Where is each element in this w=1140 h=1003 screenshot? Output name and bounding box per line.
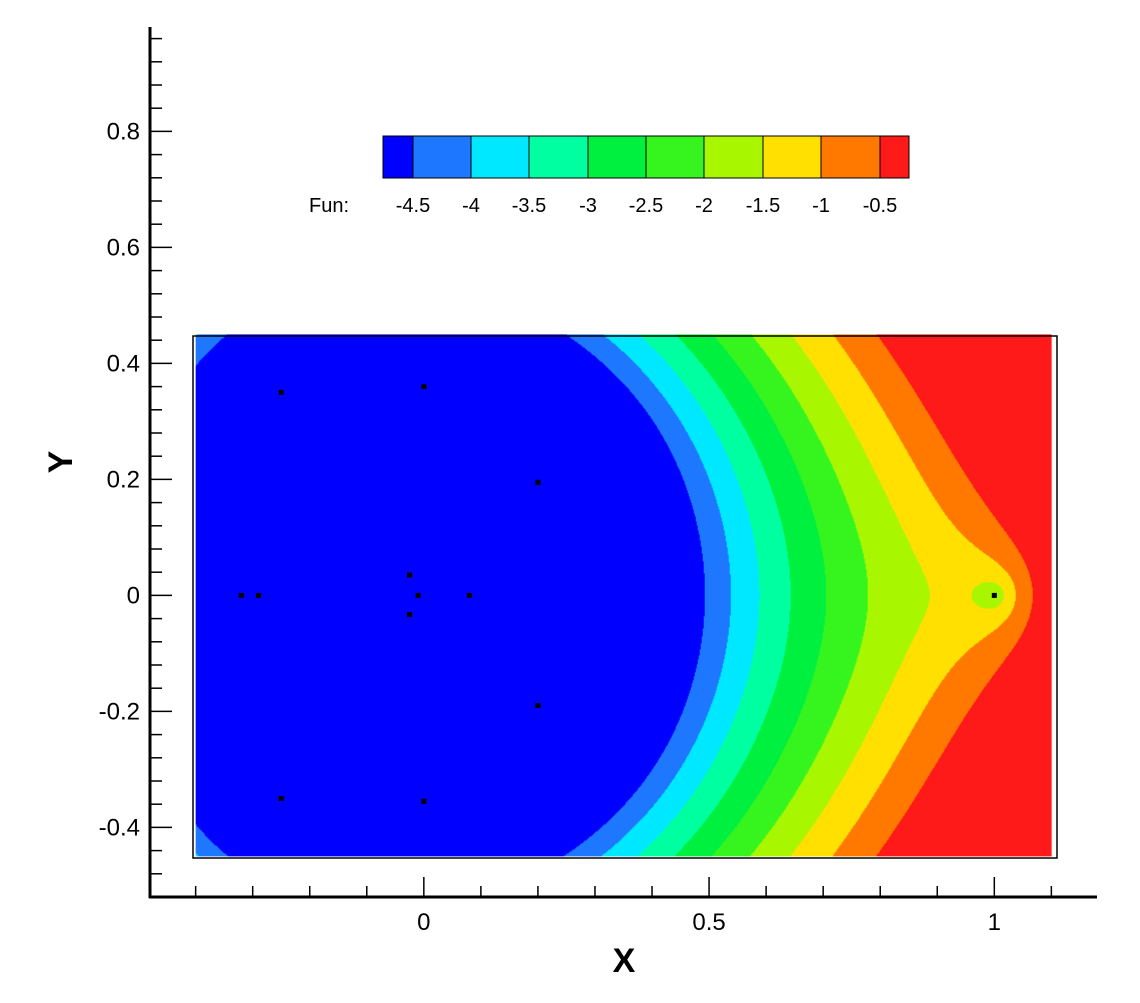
legend-level-label: -4 bbox=[462, 195, 480, 217]
legend-level-label: -2.5 bbox=[629, 195, 663, 217]
plot-domain-border bbox=[192, 335, 1058, 859]
source-point bbox=[535, 479, 541, 485]
y-axis-title: Y bbox=[42, 450, 80, 473]
source-point bbox=[407, 572, 413, 578]
source-point bbox=[407, 612, 413, 618]
y-tick-label: 0.8 bbox=[107, 118, 140, 145]
legend-title: Fun: bbox=[309, 195, 349, 217]
y-tick-label: -0.4 bbox=[99, 814, 140, 841]
y-tick-label: 0 bbox=[127, 582, 140, 609]
legend-level-label: -0.5 bbox=[863, 195, 897, 217]
x-tick-label: 0.5 bbox=[692, 909, 725, 936]
legend-level-label: -3 bbox=[579, 195, 597, 217]
legend-labels: -4.5 -4 -3.5 -3 -2.5 -2 -1.5 -1 -0.5 bbox=[396, 195, 897, 217]
legend-swatch bbox=[587, 135, 647, 179]
legend-swatch bbox=[382, 135, 414, 179]
source-point bbox=[255, 592, 261, 598]
x-axis-ticks: 0 0.5 1 bbox=[194, 877, 1053, 936]
source-point bbox=[415, 592, 421, 598]
legend-color-bar bbox=[382, 135, 910, 179]
legend-swatch bbox=[412, 135, 472, 179]
source-point bbox=[278, 795, 284, 801]
source-point bbox=[535, 703, 541, 709]
contour-field-image bbox=[195, 334, 1052, 857]
legend-level-label: -2 bbox=[695, 195, 713, 217]
x-axis-title: X bbox=[613, 942, 636, 980]
legend-level-label: -1.5 bbox=[746, 195, 780, 217]
legend-level-label: -3.5 bbox=[512, 195, 546, 217]
source-markers bbox=[238, 384, 997, 804]
contour-field bbox=[195, 334, 1052, 857]
source-point bbox=[278, 389, 284, 395]
legend-swatch bbox=[820, 135, 881, 179]
legend-swatch bbox=[528, 135, 589, 179]
legend-level-label: -4.5 bbox=[396, 195, 430, 217]
y-tick-label: -0.2 bbox=[99, 698, 140, 725]
legend-swatch bbox=[645, 135, 705, 179]
x-tick-label: 1 bbox=[988, 909, 1001, 936]
legend-swatch bbox=[470, 135, 530, 179]
legend-swatch bbox=[703, 135, 764, 179]
x-tick-label: 0 bbox=[417, 909, 430, 936]
source-point bbox=[991, 592, 997, 598]
source-point bbox=[421, 384, 427, 390]
source-point bbox=[238, 592, 244, 598]
y-tick-label: 0.4 bbox=[107, 350, 140, 377]
legend-swatch bbox=[879, 135, 910, 179]
y-axis-ticks: 0.8 0.6 0.4 0.2 0 -0.2 -0.4 bbox=[99, 37, 172, 898]
legend-level-label: -1 bbox=[812, 195, 830, 217]
y-tick-label: 0.2 bbox=[107, 466, 140, 493]
source-point bbox=[421, 798, 427, 804]
source-point bbox=[466, 592, 472, 598]
legend-swatch bbox=[762, 135, 822, 179]
color-legend: Fun: -4.5 -4 -3.5 -3 -2.5 -2 -1.5 -1 -0.5 bbox=[309, 135, 910, 217]
y-tick-label: 0.6 bbox=[107, 234, 140, 261]
